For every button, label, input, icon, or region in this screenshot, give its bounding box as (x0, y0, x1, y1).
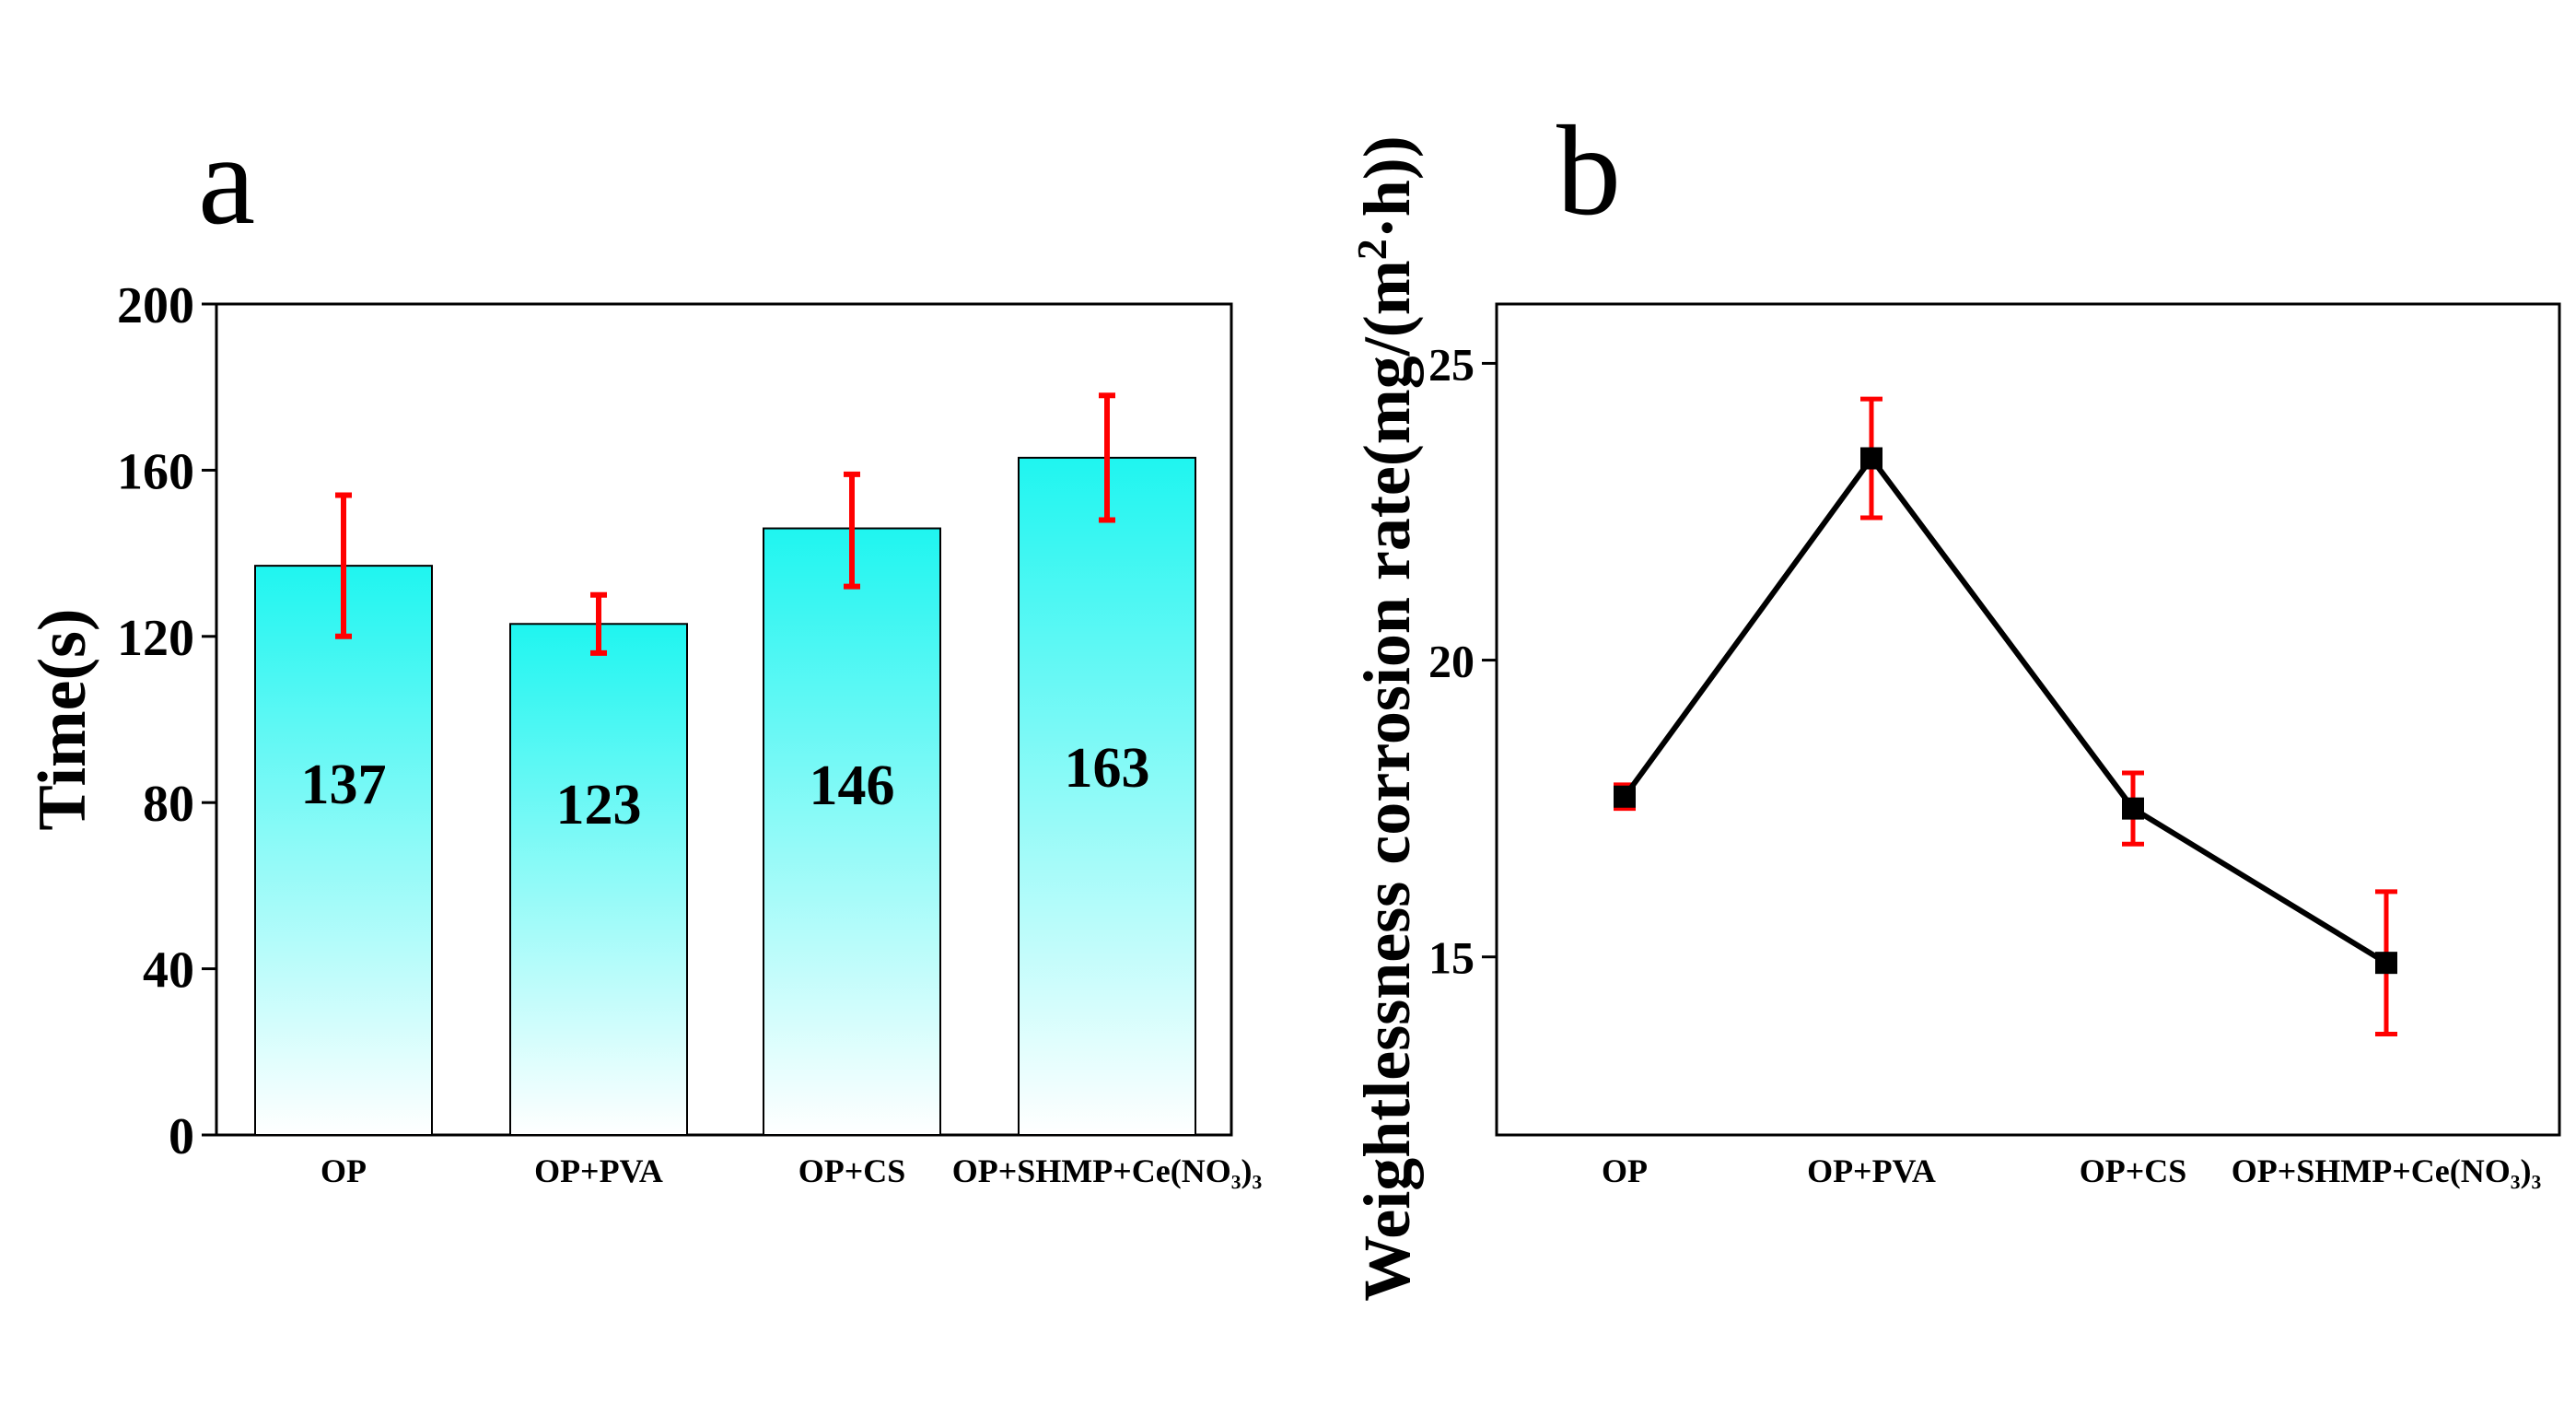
y-tick-label-b: 25 (1428, 338, 1474, 390)
data-label: 137 (301, 754, 387, 816)
y-axis-label-a: Time(s) (25, 608, 100, 830)
error-bar (844, 471, 860, 590)
data-point (1614, 785, 1636, 808)
y-tick-label-a: 200 (117, 277, 194, 334)
data-point (2375, 952, 2397, 975)
x-axis-categories-b: OP OP+PVA OP+CS OP+SHMP+Ce(NO₃)₃ (1602, 1152, 2541, 1189)
error-bar (590, 591, 607, 656)
x-tick-label-a: OP+SHMP+Ce(NO₃)₃ (952, 1152, 1263, 1189)
y-axis-label-b: Weightlessness corrosion rate(mg/(m2·h)) (1348, 135, 1425, 1302)
bar (763, 527, 941, 1136)
bar (254, 565, 433, 1136)
y-tick-label-a: 120 (117, 610, 194, 667)
bar (509, 623, 688, 1136)
line-chart-panel: b Weightlessness corrosion rate(mg/(m2·h… (1348, 99, 2561, 1302)
markers-b (1614, 447, 2397, 975)
data-point (1860, 447, 1882, 470)
y-tick-label-a: 160 (117, 443, 194, 500)
y-tick-label-a: 40 (143, 942, 194, 1000)
series-line-b (1622, 455, 2388, 965)
series-line (1622, 455, 2388, 965)
bars-a (254, 456, 1196, 1136)
x-tick-label-b: OP (1602, 1152, 1648, 1189)
plot-area-frame-b (1495, 302, 2561, 1137)
error-bars-b (1614, 396, 2397, 1036)
plot-area-frame-a (215, 302, 1233, 1137)
y-axis-ticks-b: 15 20 25 (1428, 338, 1497, 984)
x-tick-label-a: OP (321, 1152, 367, 1189)
x-tick-label-a: OP+PVA (534, 1152, 663, 1189)
y-tick-label-b: 15 (1428, 932, 1474, 984)
y-axis-ticks-a: 0 40 80 120 160 200 (117, 277, 216, 1165)
x-tick-label-b: OP+SHMP+Ce(NO₃)₃ (2232, 1152, 2542, 1189)
data-label: 163 (1065, 737, 1150, 800)
x-tick-label-b: OP+PVA (1807, 1152, 1936, 1189)
error-bar (1099, 392, 1115, 523)
data-point (2122, 797, 2144, 820)
error-bars-a (335, 392, 1115, 656)
error-bar (335, 492, 352, 639)
data-label: 123 (556, 774, 642, 836)
bar-chart-panel: a Time(s) 0 40 80 120 160 200 137 123 146 163 OP… (25, 109, 1262, 1189)
y-tick-label-a: 80 (143, 776, 194, 833)
panel-label-b: b (1556, 99, 1621, 242)
x-axis-categories-a: OP OP+PVA OP+CS OP+SHMP+Ce(NO₃)₃ (321, 1152, 1262, 1189)
data-label: 146 (810, 754, 895, 817)
y-tick-label-b: 20 (1428, 636, 1474, 687)
x-tick-label-b: OP+CS (2080, 1152, 2187, 1189)
y-tick-label-a: 0 (169, 1108, 194, 1165)
x-tick-label-a: OP+CS (798, 1152, 906, 1189)
panel-label-a: a (198, 109, 255, 251)
data-labels-a: 137 123 146 163 (301, 737, 1150, 836)
